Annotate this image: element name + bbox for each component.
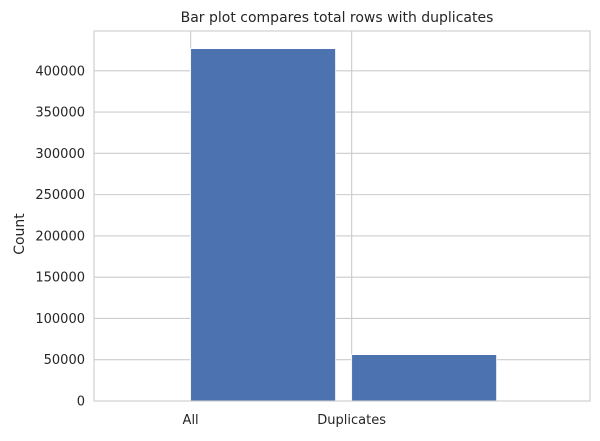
y-tick-label: 50000 (44, 353, 85, 368)
y-tick-label: 150000 (35, 271, 85, 286)
grid-layer (94, 31, 590, 401)
bar-duplicates (351, 354, 497, 402)
y-tick-label: 200000 (35, 229, 85, 244)
plot-frame (93, 30, 591, 402)
y-tick-label: 300000 (35, 147, 85, 162)
bar-all (190, 48, 336, 402)
tick-layer: 0 50000 100000 150000 200000 250000 300000 3500… (35, 64, 386, 428)
bar-layer (190, 48, 497, 402)
y-axis-label: Count (12, 213, 28, 255)
y-tick-label: 350000 (35, 106, 85, 121)
y-tick-label: 0 (77, 395, 85, 410)
y-tick-label: 100000 (35, 312, 85, 327)
y-tick-label: 250000 (35, 188, 85, 203)
y-tick-label: 400000 (35, 64, 85, 79)
chart-title: Bar plot compares total rows with duplic… (181, 10, 494, 26)
x-tick-label: All (183, 413, 199, 428)
x-tick-label: Duplicates (317, 413, 386, 428)
